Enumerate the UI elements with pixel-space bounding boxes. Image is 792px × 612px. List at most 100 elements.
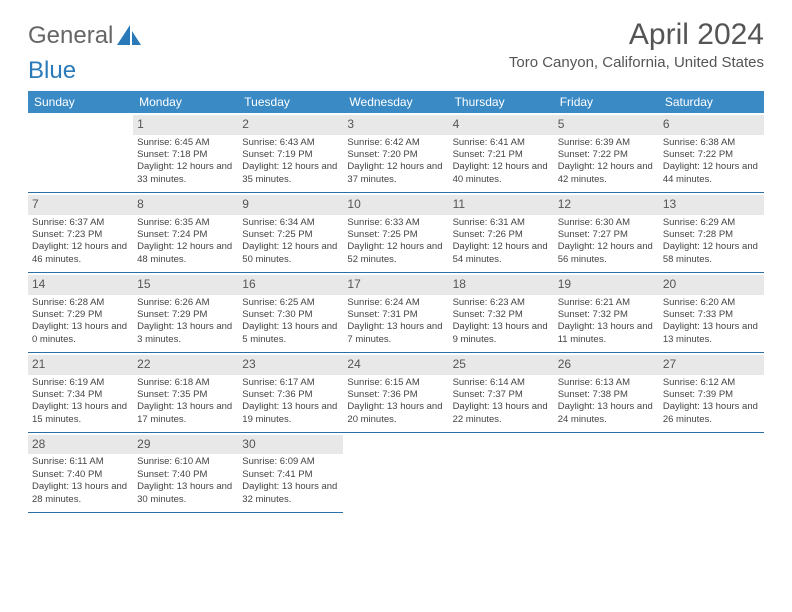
day-number: 11 — [449, 195, 554, 215]
day-number: 26 — [554, 355, 659, 375]
sunset-line: Sunset: 7:38 PM — [558, 389, 655, 401]
calendar-week-row: 7Sunrise: 6:37 AMSunset: 7:23 PMDaylight… — [28, 192, 764, 272]
day-number: 5 — [554, 115, 659, 135]
sunset-line: Sunset: 7:29 PM — [32, 309, 129, 321]
sunrise-line: Sunrise: 6:25 AM — [242, 297, 339, 309]
calendar-day-cell: 16Sunrise: 6:25 AMSunset: 7:30 PMDayligh… — [238, 272, 343, 352]
weekday-header: Saturday — [659, 91, 764, 113]
calendar-day-cell: 12Sunrise: 6:30 AMSunset: 7:27 PMDayligh… — [554, 192, 659, 272]
daylight-line: Daylight: 13 hours and 22 minutes. — [453, 401, 550, 426]
sunset-line: Sunset: 7:40 PM — [137, 469, 234, 481]
sunrise-line: Sunrise: 6:15 AM — [347, 377, 444, 389]
calendar-day-cell: 11Sunrise: 6:31 AMSunset: 7:26 PMDayligh… — [449, 192, 554, 272]
daylight-line: Daylight: 13 hours and 7 minutes. — [347, 321, 444, 346]
weekday-header: Tuesday — [238, 91, 343, 113]
day-number: 7 — [28, 195, 133, 215]
calendar-day-cell: 10Sunrise: 6:33 AMSunset: 7:25 PMDayligh… — [343, 192, 448, 272]
daylight-line: Daylight: 12 hours and 44 minutes. — [663, 161, 760, 186]
sunrise-line: Sunrise: 6:23 AM — [453, 297, 550, 309]
calendar-day-cell: 14Sunrise: 6:28 AMSunset: 7:29 PMDayligh… — [28, 272, 133, 352]
logo: General — [28, 18, 143, 50]
day-number: 13 — [659, 195, 764, 215]
sunrise-line: Sunrise: 6:26 AM — [137, 297, 234, 309]
day-number: 28 — [28, 435, 133, 455]
sunrise-line: Sunrise: 6:14 AM — [453, 377, 550, 389]
sunset-line: Sunset: 7:40 PM — [32, 469, 129, 481]
day-number: 18 — [449, 275, 554, 295]
sunrise-line: Sunrise: 6:39 AM — [558, 137, 655, 149]
weekday-header: Friday — [554, 91, 659, 113]
daylight-line: Daylight: 13 hours and 15 minutes. — [32, 401, 129, 426]
sunrise-line: Sunrise: 6:12 AM — [663, 377, 760, 389]
daylight-line: Daylight: 12 hours and 37 minutes. — [347, 161, 444, 186]
sunset-line: Sunset: 7:19 PM — [242, 149, 339, 161]
sunset-line: Sunset: 7:21 PM — [453, 149, 550, 161]
sunrise-line: Sunrise: 6:17 AM — [242, 377, 339, 389]
day-number: 8 — [133, 195, 238, 215]
calendar-day-cell: 6Sunrise: 6:38 AMSunset: 7:22 PMDaylight… — [659, 113, 764, 192]
day-number: 23 — [238, 355, 343, 375]
sunrise-line: Sunrise: 6:34 AM — [242, 217, 339, 229]
daylight-line: Daylight: 13 hours and 24 minutes. — [558, 401, 655, 426]
sunset-line: Sunset: 7:24 PM — [137, 229, 234, 241]
sunrise-line: Sunrise: 6:20 AM — [663, 297, 760, 309]
daylight-line: Daylight: 13 hours and 28 minutes. — [32, 481, 129, 506]
calendar-day-cell: 26 Sunrise: 6:13 AMSunset: 7:38 PMDayligh… — [554, 352, 659, 432]
sunset-line: Sunset: 7:20 PM — [347, 149, 444, 161]
day-number: 3 — [343, 115, 448, 135]
calendar-day-cell: 19Sunrise: 6:21 AMSunset: 7:32 PMDayligh… — [554, 272, 659, 352]
sunset-line: Sunset: 7:36 PM — [347, 389, 444, 401]
sunset-line: Sunset: 7:23 PM — [32, 229, 129, 241]
sunrise-line: Sunrise: 6:30 AM — [558, 217, 655, 229]
daylight-line: Daylight: 13 hours and 26 minutes. — [663, 401, 760, 426]
sunrise-line: Sunrise: 6:19 AM — [32, 377, 129, 389]
daylight-line: Daylight: 12 hours and 48 minutes. — [137, 241, 234, 266]
daylight-line: Daylight: 12 hours and 42 minutes. — [558, 161, 655, 186]
calendar-day-cell: 22Sunrise: 6:18 AMSunset: 7:35 PMDayligh… — [133, 352, 238, 432]
location: Toro Canyon, California, United States — [509, 54, 764, 71]
calendar-day-cell: 9Sunrise: 6:34 AMSunset: 7:25 PMDaylight… — [238, 192, 343, 272]
sunrise-line: Sunrise: 6:13 AM — [558, 377, 655, 389]
sunset-line: Sunset: 7:29 PM — [137, 309, 234, 321]
calendar-day-cell: 17Sunrise: 6:24 AMSunset: 7:31 PMDayligh… — [343, 272, 448, 352]
calendar-day-cell: 2Sunrise: 6:43 AMSunset: 7:19 PMDaylight… — [238, 113, 343, 192]
calendar-day-cell: 8Sunrise: 6:35 AMSunset: 7:24 PMDaylight… — [133, 192, 238, 272]
day-number: 27 — [659, 355, 764, 375]
weekday-header: Wednesday — [343, 91, 448, 113]
daylight-line: Daylight: 12 hours and 40 minutes. — [453, 161, 550, 186]
daylight-line: Daylight: 13 hours and 11 minutes. — [558, 321, 655, 346]
logo-text-1: General — [28, 22, 113, 50]
sunrise-line: Sunrise: 6:24 AM — [347, 297, 444, 309]
calendar-day-cell: 28Sunrise: 6:11 AMSunset: 7:40 PMDayligh… — [28, 432, 133, 512]
calendar-header-row: SundayMondayTuesdayWednesdayThursdayFrid… — [28, 91, 764, 113]
calendar-week-row: 28Sunrise: 6:11 AMSunset: 7:40 PMDayligh… — [28, 432, 764, 512]
day-number: 9 — [238, 195, 343, 215]
calendar-day-cell: 15Sunrise: 6:26 AMSunset: 7:29 PMDayligh… — [133, 272, 238, 352]
day-number: 25 — [449, 355, 554, 375]
sunset-line: Sunset: 7:22 PM — [558, 149, 655, 161]
calendar-day-cell — [449, 432, 554, 512]
sunset-line: Sunset: 7:39 PM — [663, 389, 760, 401]
daylight-line: Daylight: 13 hours and 20 minutes. — [347, 401, 444, 426]
sunset-line: Sunset: 7:25 PM — [347, 229, 444, 241]
sunrise-line: Sunrise: 6:10 AM — [137, 456, 234, 468]
day-number: 1 — [133, 115, 238, 135]
day-number: 2 — [238, 115, 343, 135]
calendar-week-row: 1 Sunrise: 6:45 AMSunset: 7:18 PM Daylight… — [28, 113, 764, 192]
sunrise-line: Sunrise: 6:18 AM — [137, 377, 234, 389]
calendar-day-cell: 21Sunrise: 6:19 AMSunset: 7:34 PMDayligh… — [28, 352, 133, 432]
day-number: 17 — [343, 275, 448, 295]
daylight-line: Daylight: 13 hours and 32 minutes. — [242, 481, 339, 506]
sunset-line: Sunset: 7:41 PM — [242, 469, 339, 481]
sunset-line: Sunset: 7:22 PM — [663, 149, 760, 161]
sunset-line: Sunset: 7:25 PM — [242, 229, 339, 241]
sunset-line: Sunset: 7:18 PM — [137, 149, 234, 161]
sunrise-line: Sunrise: 6:11 AM — [32, 456, 129, 468]
sunrise-line: Sunrise: 6:45 AM — [137, 137, 234, 149]
day-number: 12 — [554, 195, 659, 215]
calendar-day-cell: 20Sunrise: 6:20 AMSunset: 7:33 PMDayligh… — [659, 272, 764, 352]
calendar-day-cell — [28, 113, 133, 192]
daylight-line: Daylight: 12 hours and 56 minutes. — [558, 241, 655, 266]
sunrise-line: Sunrise: 6:43 AM — [242, 137, 339, 149]
day-number: 6 — [659, 115, 764, 135]
